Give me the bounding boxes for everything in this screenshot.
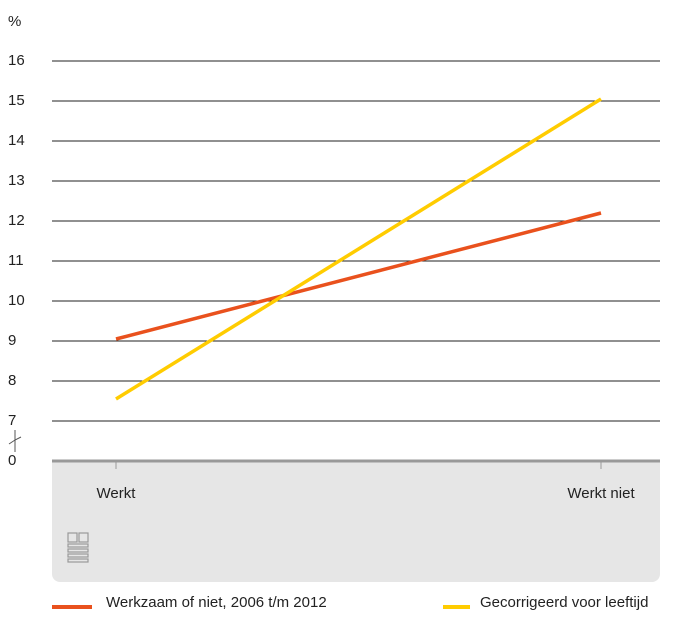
y-tick-label: 14 [8,132,25,149]
y-tick-label: 11 [8,252,24,269]
series-line [115,211,602,341]
y-tick-label: 13 [8,172,25,189]
y-tick-label: 0 [8,452,16,469]
y-tick-label: 10 [8,292,25,309]
y-tick-label: 12 [8,212,25,229]
y-tick-label: 9 [8,332,16,349]
y-unit: % [8,13,21,30]
x-tick-label: Werkt niet [567,485,635,502]
axis-break [8,430,22,452]
logo [67,532,89,563]
category-panel [52,461,660,582]
y-tick-label: 15 [8,92,25,109]
y-tick-label: 16 [8,52,25,69]
legend-label: Gecorrigeerd voor leeftijd [480,594,648,611]
y-tick-label: 7 [8,412,16,429]
x-tick-label: Werkt [97,485,137,502]
y-tick-label: 8 [8,372,16,389]
series-line [115,97,602,401]
category-panel-top [52,461,660,473]
legend-label: Werkzaam of niet, 2006 t/m 2012 [106,594,327,611]
